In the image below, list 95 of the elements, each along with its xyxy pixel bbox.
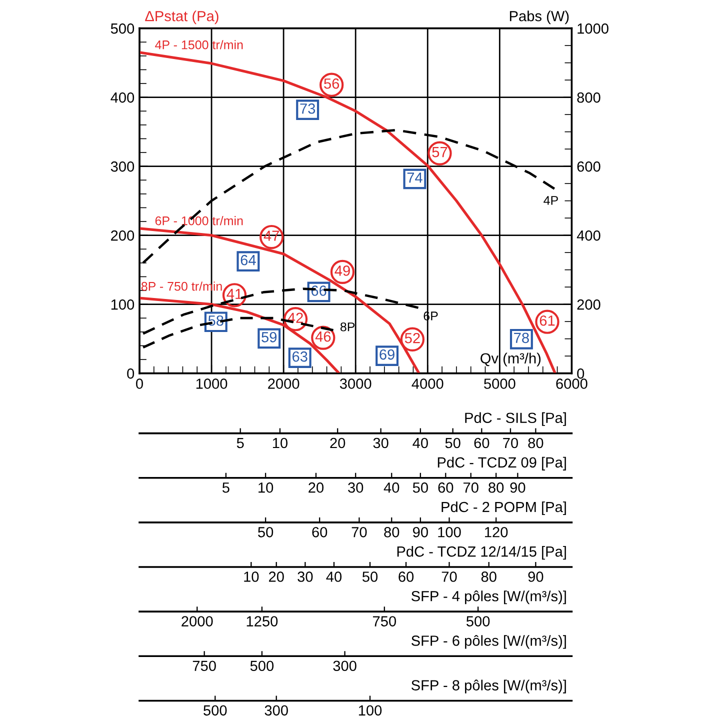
x-tick-label: 500 [250,660,274,672]
y2-tick-label: 600 [577,161,600,172]
x-tick-label: 80 [488,482,504,493]
y2-tick-label: 800 [577,92,600,103]
series-label: 6P - 1000 tr/min [155,216,243,226]
x-tick-label: 20 [330,438,346,448]
x-tick-label: 300 [264,705,288,716]
x-tick-label: 2000 [268,378,300,389]
x-tick-label: 70 [442,572,457,582]
x-tick-label: 4000 [412,378,444,389]
series-label: 8P [340,322,355,332]
x-tick-label: 60 [398,572,414,582]
annotation: 78 [514,332,529,344]
line-series [140,227,420,374]
annotation: 61 [540,315,555,326]
series-label: 4P [544,196,558,205]
x-tick-label: 60 [474,438,490,448]
annotation: 56 [324,78,340,89]
x-tick-label: 50 [258,526,274,538]
x-tick-label: 50 [412,482,428,493]
y-axis-title: ΔPstat (Pa) [145,10,218,24]
x-tick-label: 50 [362,572,378,582]
annotation: 49 [334,266,350,276]
x-tick-label: 100 [358,705,382,716]
x-tick-label: 80 [384,526,400,538]
x-tick-label: 100 [438,526,461,538]
annotation: 64 [240,254,256,266]
y-tick-label: 500 [110,23,134,34]
y2-tick-label: 200 [577,299,600,310]
y-tick-label: 200 [111,230,134,241]
x-tick-label: 1000 [196,378,228,389]
x-tick-label: 90 [413,526,428,538]
x-tick-label: 750 [372,616,396,626]
x-tick-label: 60 [438,482,454,493]
x-axis-title: PdC - TCDZ 09 [Pa] [438,456,566,470]
annotation: 74 [407,172,422,183]
x-tick-label: 90 [510,482,526,493]
annotation: 69 [380,349,394,360]
x-axis-title: PdC - SILS [Pa] [465,412,566,426]
x-tick-label: 5 [236,438,244,448]
annotation: 59 [262,332,277,342]
x-axis-title: PdC - TCDZ 12/14/15 [Pa] [397,546,566,560]
x-tick-label: 50 [445,438,460,448]
x-tick-label: 40 [412,438,428,448]
x-tick-label: 30 [298,572,313,582]
annotation: 41 [226,288,242,299]
x-tick-label: 10 [272,438,288,448]
x-tick-label: 80 [528,438,544,448]
x-axis-title: Qv (m³/h) [480,352,541,366]
x-tick-label: 70 [463,482,478,493]
y-tick-label: 0 [127,368,134,379]
y-tick-label: 300 [110,161,134,172]
x-tick-label: 500 [204,705,227,716]
y2-tick-label: 1000 [578,23,608,34]
annotation: 46 [315,331,331,342]
x-tick-label: 3000 [340,378,372,389]
x-tick-label: 500 [466,616,490,626]
x-tick-label: 0 [136,378,143,389]
x-tick-label: 20 [268,572,284,582]
x-tick-label: 10 [258,482,274,493]
x-axis-title: PdC - 2 POPM [Pa] [442,501,566,516]
x-tick-label: 80 [481,572,496,582]
series-label: 4P - 1500 tr/min [155,40,243,50]
x-tick-label: 30 [348,482,364,493]
x-tick-label: 300 [333,660,356,672]
x-tick-label: 1250 [246,616,278,626]
x-tick-label: 70 [503,438,518,448]
x-tick-label: 6000 [556,378,588,389]
x-tick-label: 40 [326,572,342,582]
x-tick-label: 90 [528,572,544,582]
x-tick-label: 60 [312,526,328,538]
x-tick-label: 5 [222,482,230,493]
x-tick-label: 750 [192,660,216,672]
y-tick-label: 100 [111,299,134,310]
y-tick-label: 400 [110,92,134,103]
x-tick-label: 20 [308,482,324,493]
line-series [140,51,556,374]
annotation: 57 [432,147,448,158]
x-tick-label: 2000 [182,616,213,626]
y2-tick-label: 400 [576,230,600,241]
x-tick-label: 40 [384,482,400,493]
y2-axis-title: Pabs (W) [510,10,569,24]
y2-tick-label: 0 [577,368,584,379]
x-tick-label: 5000 [484,378,516,389]
x-tick-label: 30 [373,438,388,448]
annotation: 73 [300,103,316,114]
x-tick-label: 70 [352,526,367,538]
x-tick-label: 120 [485,526,508,538]
annotation: 42 [288,312,303,323]
x-axis-title: SFP - 6 pôles [W/(m³/s)] [411,635,566,649]
annotation: 52 [404,332,420,344]
x-axis-title: SFP - 4 pôles [W/(m³/s)] [411,590,566,604]
x-tick-label: 10 [244,572,259,582]
x-axis-title: SFP - 8 pôles [W/(m³/s)] [411,680,566,694]
annotation: 63 [292,351,308,362]
